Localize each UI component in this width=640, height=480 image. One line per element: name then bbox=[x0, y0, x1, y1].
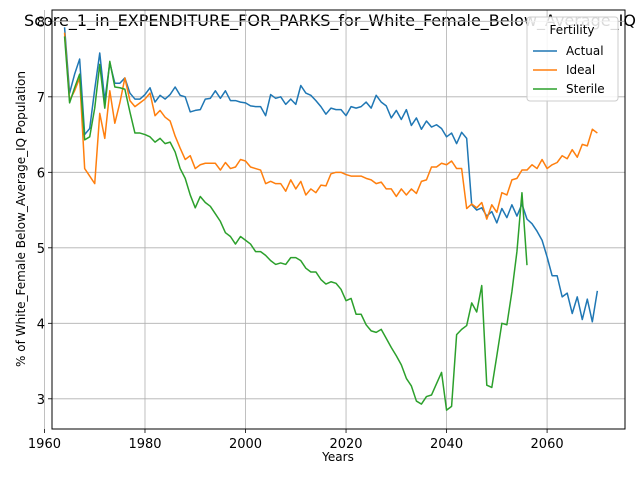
y-tick-label: 3 bbox=[37, 393, 45, 408]
plot-frame bbox=[51, 9, 626, 430]
legend-label-ideal: Ideal bbox=[566, 63, 595, 77]
x-axis-label: Years bbox=[321, 450, 354, 464]
x-tick-label: 1960 bbox=[28, 437, 61, 452]
legend-items: Actual Ideal Sterile bbox=[533, 44, 605, 96]
y-tick-label: 8 bbox=[37, 15, 45, 30]
legend-box bbox=[526, 16, 619, 102]
y-tick-label: 6 bbox=[37, 166, 45, 181]
x-tick-label: 1980 bbox=[128, 437, 161, 452]
y-axis-label: % of White_Female Below_Average_IQ Popul… bbox=[14, 71, 28, 367]
x-tick-label: 2020 bbox=[329, 437, 362, 452]
legend-label-actual: Actual bbox=[566, 44, 604, 58]
y-tick-label: 5 bbox=[37, 242, 45, 257]
legend-label-sterile: Sterile bbox=[566, 82, 605, 96]
x-axis-ticks: 1960 1980 2000 2020 2040 2060 bbox=[28, 429, 564, 452]
x-tick-label: 2040 bbox=[430, 437, 463, 452]
series-line-sterile bbox=[63, 36, 528, 411]
x-tick-label: 2000 bbox=[229, 437, 262, 452]
legend: Fertility Actual Ideal Sterile bbox=[526, 16, 619, 102]
series-line-actual bbox=[63, 27, 599, 323]
legend-title: Fertility bbox=[549, 23, 594, 37]
y-tick-label: 4 bbox=[37, 317, 45, 332]
x-tick-label: 2060 bbox=[531, 437, 564, 452]
y-axis-ticks: 3 4 5 6 7 8 bbox=[37, 15, 52, 408]
series-lines bbox=[63, 27, 599, 411]
y-tick-label: 7 bbox=[37, 91, 45, 106]
series-line-ideal bbox=[63, 32, 598, 220]
